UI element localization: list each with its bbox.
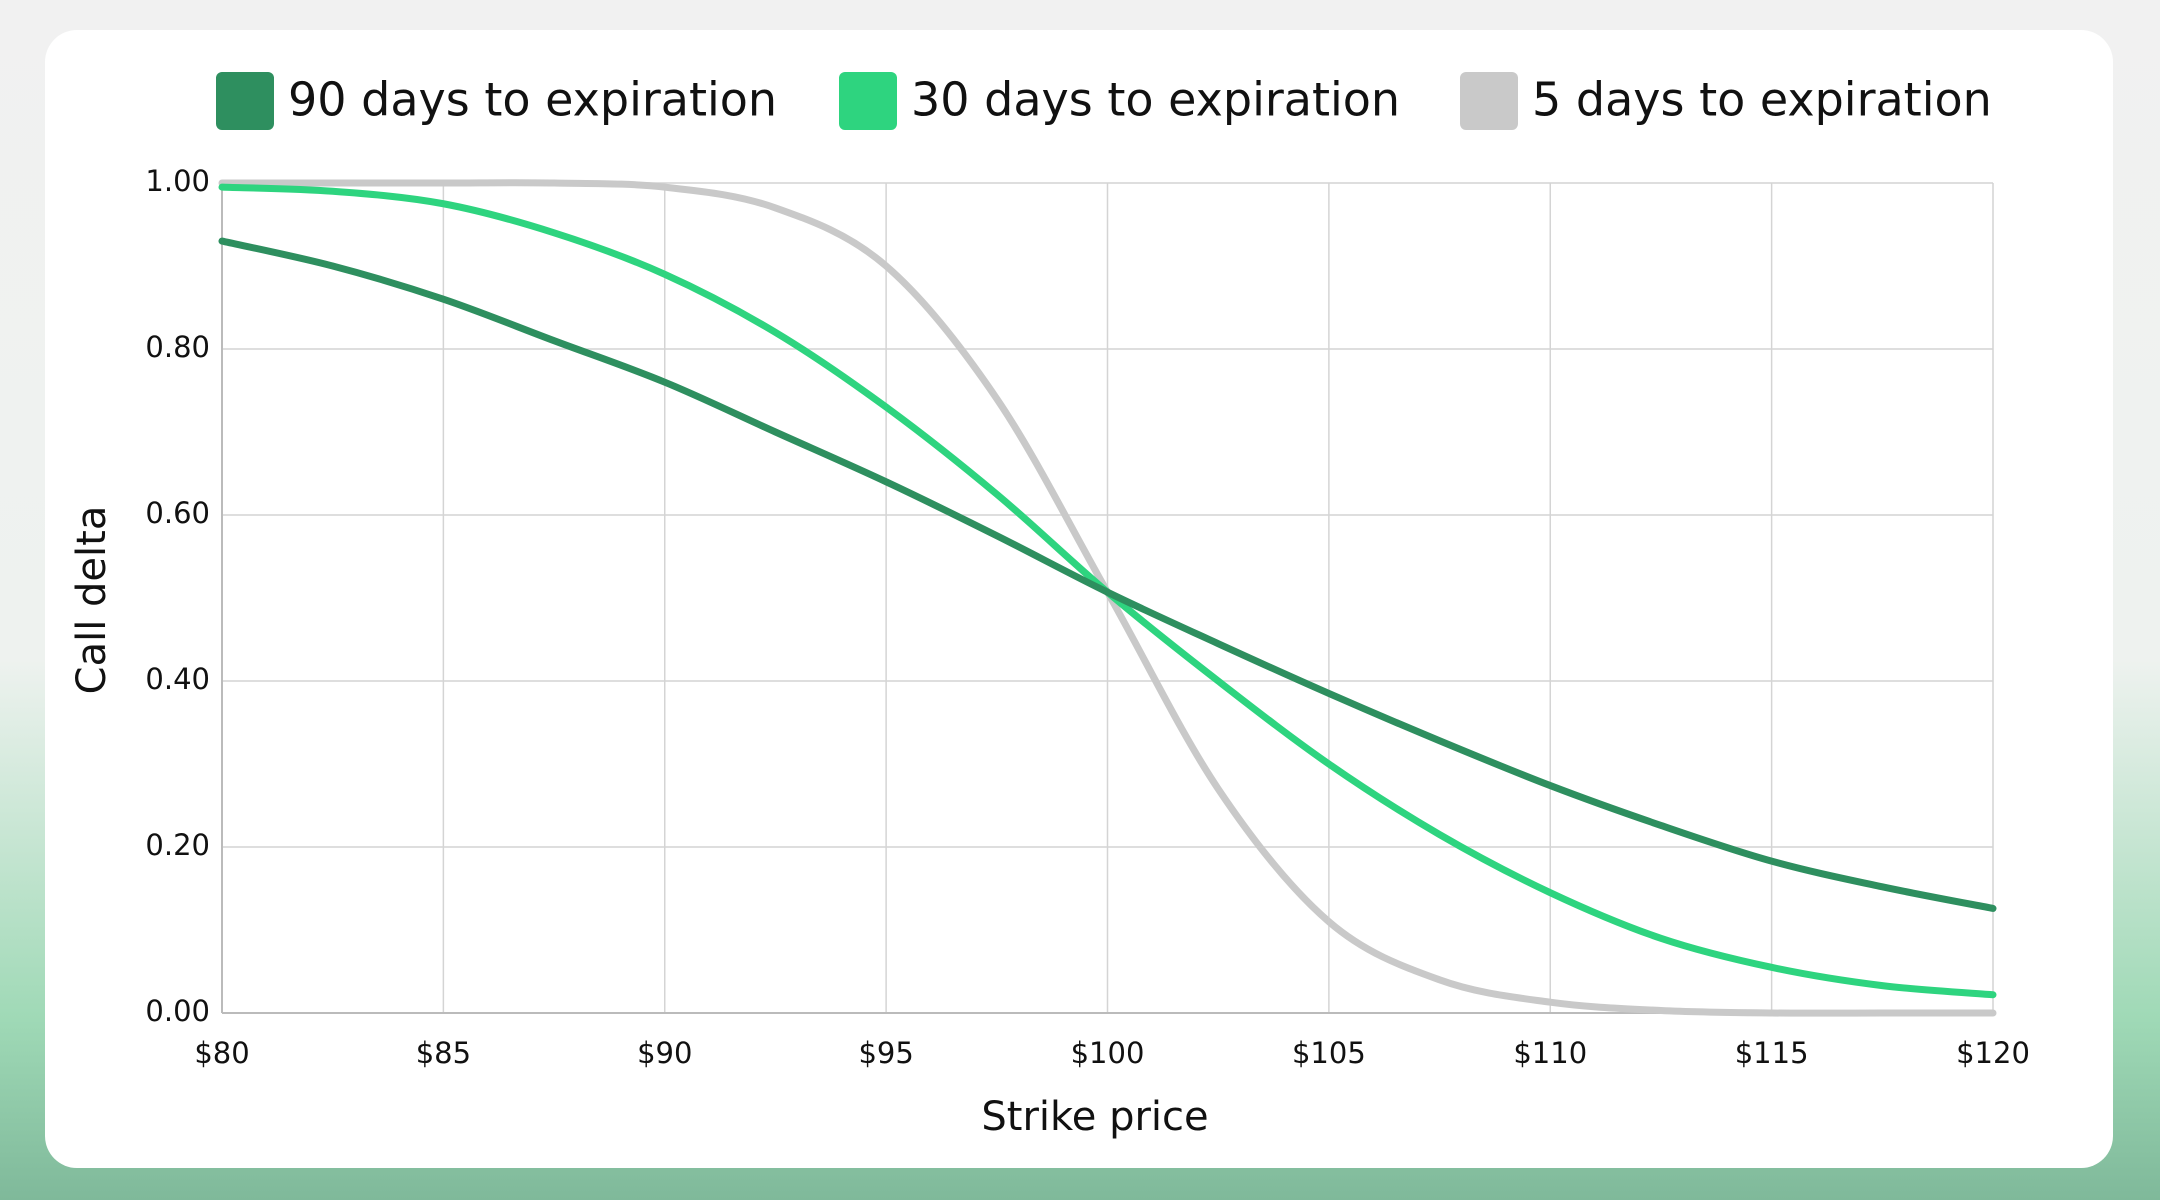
series-line: [218, 237, 1997, 912]
y-tick-label: 0.40: [145, 662, 210, 696]
x-tick-label: $95: [858, 1036, 913, 1070]
legend-swatch: [216, 72, 274, 130]
x-tick-label: $120: [1956, 1036, 2030, 1070]
legend-label: 30 days to expiration: [911, 73, 1400, 127]
x-tick-label: $90: [637, 1036, 692, 1070]
y-tick-label: 0.80: [145, 330, 210, 364]
y-tick-label: 0.00: [145, 994, 210, 1028]
x-tick-label: $105: [1292, 1036, 1366, 1070]
legend-swatch: [1460, 72, 1518, 130]
x-tick-label: $85: [416, 1036, 471, 1070]
y-tick-label: 0.60: [145, 496, 210, 530]
x-tick-label: $80: [194, 1036, 249, 1070]
y-tick-label: 0.20: [145, 828, 210, 862]
x-axis-title: Strike price: [981, 1094, 1208, 1140]
card: [45, 30, 2113, 1168]
x-tick-label: $110: [1513, 1036, 1587, 1070]
x-tick-label: $100: [1071, 1036, 1145, 1070]
x-tick-label: $115: [1735, 1036, 1809, 1070]
y-tick-label: 1.00: [145, 164, 210, 198]
legend-label: 5 days to expiration: [1532, 73, 1992, 127]
legend-swatch: [839, 72, 897, 130]
legend-label: 90 days to expiration: [288, 73, 777, 127]
y-axis-title: Call delta: [69, 506, 115, 695]
